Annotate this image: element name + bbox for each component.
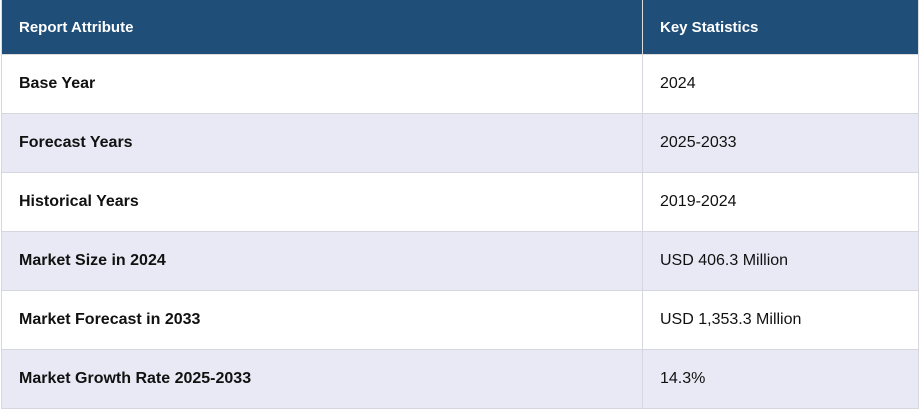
header-row: Report Attribute Key Statistics [1,0,919,55]
table-row: Market Growth Rate 2025-2033 14.3% [1,349,919,409]
row-attribute-cell: Market Size in 2024 [1,231,643,291]
row-attribute-cell: Market Forecast in 2033 [1,290,643,350]
row-value-cell: 2024 [642,54,919,114]
table-row: Market Forecast in 2033 USD 1,353.3 Mill… [1,290,919,350]
row-value-cell: USD 1,353.3 Million [642,290,919,350]
table-header: Report Attribute Key Statistics [1,0,919,55]
table-row: Base Year 2024 [1,54,919,114]
row-attribute-cell: Historical Years [1,172,643,232]
row-value-cell: 14.3% [642,349,919,409]
row-value-cell: USD 406.3 Million [642,231,919,291]
table-row: Market Size in 2024 USD 406.3 Million [1,231,919,291]
row-value-cell: 2025-2033 [642,113,919,173]
table-row: Forecast Years 2025-2033 [1,113,919,173]
row-attribute-cell: Forecast Years [1,113,643,173]
table-body: Base Year 2024 Forecast Years 2025-2033 … [1,54,919,409]
column-header-attribute: Report Attribute [1,0,643,55]
column-header-statistics: Key Statistics [642,0,919,55]
row-attribute-cell: Market Growth Rate 2025-2033 [1,349,643,409]
row-value-cell: 2019-2024 [642,172,919,232]
table-row: Historical Years 2019-2024 [1,172,919,232]
row-attribute-cell: Base Year [1,54,643,114]
